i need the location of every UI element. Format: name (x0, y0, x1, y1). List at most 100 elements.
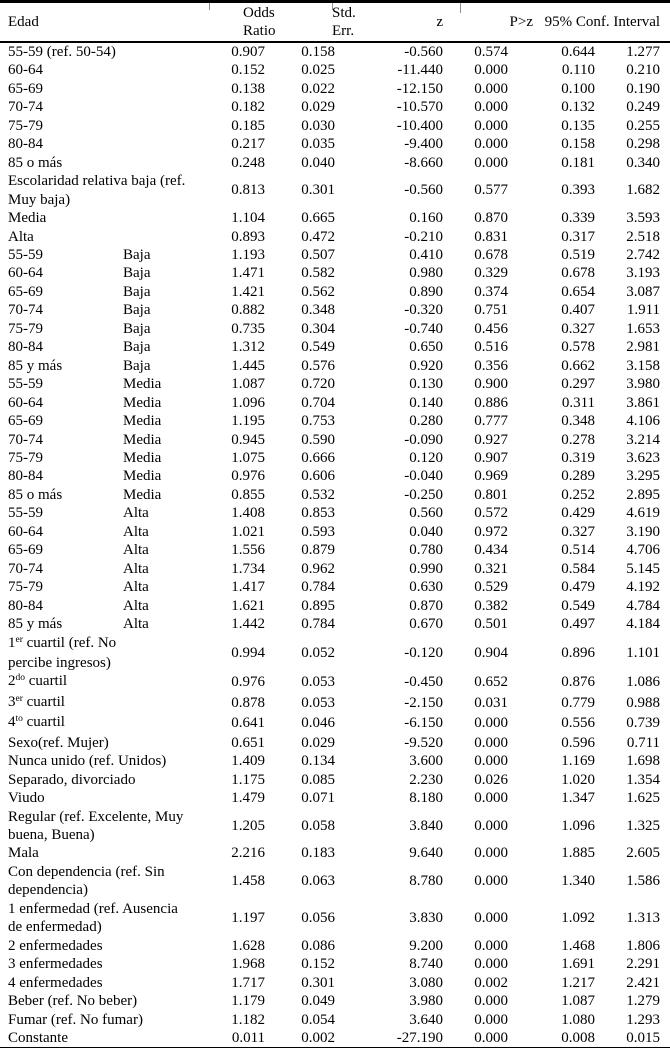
ci-lower-cell: 0.479 (561, 579, 596, 596)
row-label-cell: Separado, divorciado (8, 771, 136, 788)
table-row: 55-59 Baja 1.193 0.507 0.410 0.678 0.519 2.742 (0, 246, 670, 264)
z-cell: 0.890 (409, 283, 444, 300)
odds-ratio-cell: 1.471 (231, 265, 266, 282)
p-value-cell: 0.972 (474, 523, 509, 540)
odds-ratio-cell: 0.248 (231, 154, 266, 171)
row-sublabel-cell: Baja (123, 246, 151, 263)
ci-lower-cell: 0.578 (561, 339, 596, 356)
p-value-cell: 0.907 (474, 449, 509, 466)
spacer-cell (660, 135, 670, 153)
column-header-edad: Edad (0, 0, 206, 43)
odds-ratio-cell: 0.185 (231, 117, 266, 134)
odds-ratio-cell: 1.621 (231, 597, 266, 614)
z-cell: -0.560 (404, 44, 444, 60)
ci-upper-cell: 1.586 (626, 873, 661, 890)
table-row: 65-69 Media 1.195 0.753 0.280 0.777 0.348 4.106 (0, 412, 670, 430)
row-label-cell: Beber (ref. No beber) (8, 993, 138, 1010)
spacer-cell (660, 771, 670, 789)
z-cell: -0.090 (404, 431, 444, 448)
z-cell: -27.190 (335, 1029, 444, 1048)
p-value-cell: 0.000 (443, 1029, 509, 1048)
odds-ratio-cell: 1.717 (231, 974, 266, 991)
z-cell: 0.560 (409, 505, 444, 522)
row-label-cell: Constante (0, 1029, 206, 1048)
std-err-cell: 0.086 (301, 937, 336, 954)
row-label-cell: 55-59 (8, 246, 43, 263)
z-cell: 0.120 (409, 449, 444, 466)
row-sublabel-cell: Alta (123, 560, 149, 577)
table-row: Separado, divorciado 1.175 0.085 2.230 0.026… (0, 771, 670, 789)
ci-lower-cell: 0.519 (561, 246, 596, 263)
std-err-cell: 0.593 (301, 523, 336, 540)
z-cell: -0.740 (404, 320, 444, 337)
table-row: 55-59 (ref. 50-54) 0.907 0.158 -0.560 0.574 0… (0, 42, 670, 61)
row-label-cell: 70-74 (8, 560, 43, 577)
ci-upper-cell: 3.087 (626, 283, 661, 300)
ci-upper-cell: 1.698 (626, 753, 661, 770)
p-value-cell: 0.900 (474, 376, 509, 393)
z-cell: 3.840 (409, 817, 444, 834)
spacer-cell (660, 992, 670, 1010)
spacer-cell (660, 713, 670, 733)
table-row: 65-69 Baja 1.421 0.562 0.890 0.374 0.654 3.087 (0, 283, 670, 301)
row-label-cell: Regular (ref. Excelente, Muy buena, Buen… (8, 808, 184, 844)
odds-ratio-cell: 0.945 (231, 431, 266, 448)
ci-upper-cell: 2.421 (626, 974, 661, 991)
ci-upper-cell: 0.298 (626, 136, 661, 153)
odds-ratio-cell: 1.195 (231, 413, 266, 430)
ci-upper-cell: 0.015 (595, 1029, 661, 1048)
row-label-cell: 75-79 (8, 117, 43, 134)
ci-lower-cell: 0.327 (561, 320, 596, 337)
row-label-cell: Sexo(ref. Mujer) (8, 734, 109, 751)
odds-ratio-cell: 1.445 (231, 357, 266, 374)
p-value-cell: 0.501 (474, 616, 509, 633)
std-err-cell: 0.753 (301, 413, 336, 430)
row-sublabel-cell: Baja (123, 320, 151, 337)
p-value-cell: 0.000 (474, 873, 509, 890)
ci-lower-cell: 0.876 (561, 674, 596, 691)
table-row: 1er cuartil (ref. No percibe ingresos) 0.… (0, 634, 670, 673)
odds-ratio-cell: 1.096 (231, 394, 266, 411)
ci-upper-cell: 3.861 (626, 394, 661, 411)
std-err-cell: 0.606 (301, 468, 336, 485)
ci-lower-cell: 0.327 (561, 523, 596, 540)
ci-upper-cell: 1.101 (626, 644, 661, 661)
p-value-cell: 0.000 (474, 1011, 509, 1028)
row-label-text: cuartil (25, 673, 68, 690)
spacer-cell (660, 672, 670, 692)
odds-ratio-cell: 1.479 (231, 790, 266, 807)
row-label-cell: 80-84 (8, 339, 43, 356)
spacer-cell (660, 98, 670, 116)
std-err-cell: 0.562 (301, 283, 336, 300)
odds-ratio-cell: 0.994 (231, 644, 266, 661)
z-cell: -2.150 (404, 694, 444, 711)
ci-lower-cell: 1.691 (561, 956, 596, 973)
ci-lower-cell: 1.080 (561, 1011, 596, 1028)
row-sublabel-cell: Media (123, 376, 162, 393)
ci-upper-cell: 1.279 (626, 993, 661, 1010)
ci-upper-cell: 0.988 (626, 694, 661, 711)
table-row: 75-79 Baja 0.735 0.304 -0.740 0.456 0.327 1.653 (0, 320, 670, 338)
z-cell: 0.670 (409, 616, 444, 633)
row-label-cell: 85 o más (8, 154, 63, 171)
z-cell: 3.600 (409, 753, 444, 770)
table-row: 55-59 Media 1.087 0.720 0.130 0.900 0.297 3.980 (0, 375, 670, 393)
spacer-cell (660, 789, 670, 807)
row-sublabel-cell: Baja (123, 339, 151, 356)
p-value-cell: 0.516 (474, 339, 509, 356)
table-row: 3 enfermedades 1.968 0.152 8.740 0.000 1.691 2… (0, 955, 670, 973)
ci-lower-cell: 0.596 (561, 734, 596, 751)
std-err-cell: 0.301 (301, 974, 336, 991)
p-value-cell: 0.000 (474, 136, 509, 153)
odds-ratio-cell: 0.907 (231, 44, 266, 60)
spacer-cell (660, 61, 670, 79)
table-row: Con dependencia (ref. Sin dependencia) 1.… (0, 863, 670, 900)
spacer-cell (660, 1011, 670, 1029)
table-row: 75-79 0.185 0.030 -10.400 0.000 0.135 0.255 (0, 117, 670, 135)
row-label-cell: 65-69 (8, 283, 43, 300)
row-label-cell: 1 enfermedad (ref. Ausencia de enfermeda… (8, 900, 178, 936)
row-label-cell: Fumar (ref. No fumar) (8, 1011, 143, 1028)
spacer-cell (660, 523, 670, 541)
ci-lower-cell: 0.135 (561, 117, 596, 134)
ci-upper-cell: 1.625 (626, 790, 661, 807)
